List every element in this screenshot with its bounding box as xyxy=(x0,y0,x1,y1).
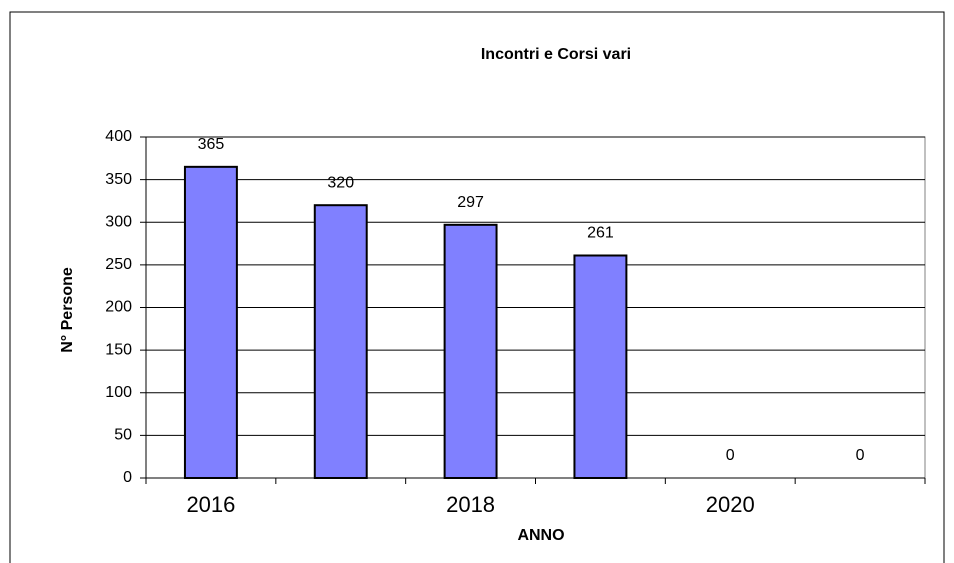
x-tick-label: 2018 xyxy=(446,492,495,517)
y-tick-label: 200 xyxy=(105,299,132,316)
data-label: 320 xyxy=(327,174,354,191)
y-tick-label: 400 xyxy=(105,128,132,145)
data-label: 261 xyxy=(587,225,614,242)
y-tick-label: 100 xyxy=(105,384,132,401)
y-tick-label: 350 xyxy=(105,171,132,188)
chart-title: Incontri e Corsi vari xyxy=(481,46,631,63)
bar xyxy=(183,165,238,479)
y-tick-label: 150 xyxy=(105,341,132,358)
bar xyxy=(573,254,628,479)
data-label: 365 xyxy=(198,136,225,153)
y-axis-label: N° Persone xyxy=(59,267,76,353)
data-label: 0 xyxy=(726,447,735,464)
y-tick-label: 250 xyxy=(105,256,132,273)
x-axis-label: ANNO xyxy=(517,527,564,544)
x-tick-label: 2020 xyxy=(706,492,755,517)
bar xyxy=(313,204,368,479)
bar xyxy=(443,223,498,479)
y-tick-label: 300 xyxy=(105,213,132,230)
x-tick-label: 2016 xyxy=(186,492,235,517)
chart-frame xyxy=(9,11,945,563)
data-label: 297 xyxy=(457,194,484,211)
y-tick-label: 0 xyxy=(123,469,132,486)
y-tick-label: 50 xyxy=(114,427,132,444)
data-label: 0 xyxy=(856,447,865,464)
